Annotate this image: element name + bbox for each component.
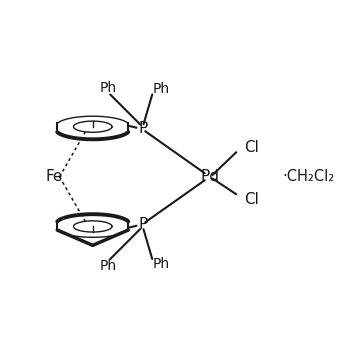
Text: Ph: Ph xyxy=(100,80,117,94)
Text: Ph: Ph xyxy=(153,82,169,96)
Text: Ph: Ph xyxy=(100,259,117,273)
Text: Pd: Pd xyxy=(201,169,219,184)
Text: Cl: Cl xyxy=(245,140,259,154)
Text: Cl: Cl xyxy=(245,192,259,207)
Text: Ph: Ph xyxy=(153,257,169,271)
Text: P: P xyxy=(138,217,147,232)
Text: ·CH₂Cl₂: ·CH₂Cl₂ xyxy=(282,169,334,184)
Text: Fe: Fe xyxy=(46,169,63,184)
Text: P: P xyxy=(138,121,147,136)
